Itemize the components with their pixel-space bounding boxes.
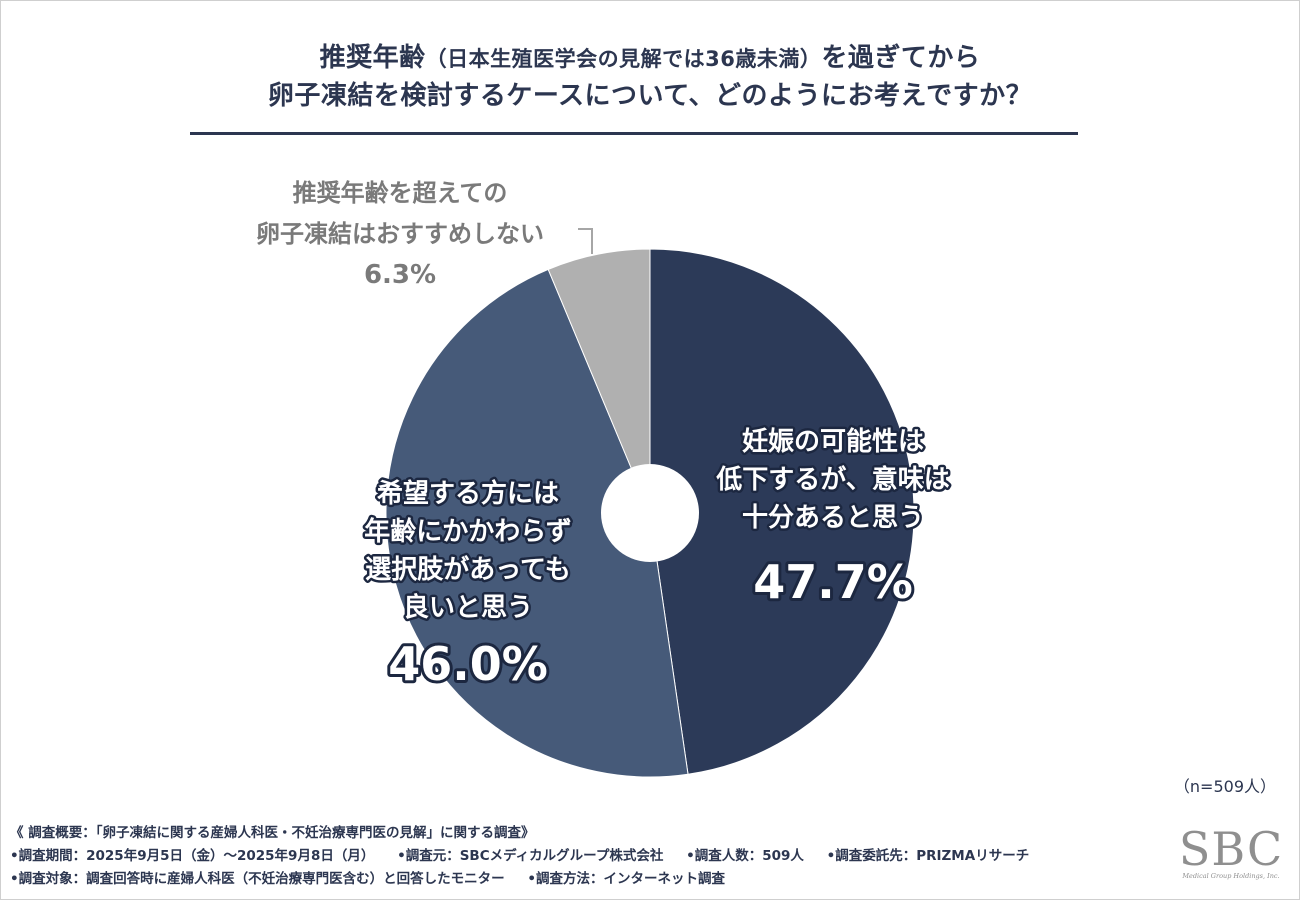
title-underline — [190, 132, 1078, 135]
slice-possible-meaningful — [649, 248, 915, 775]
survey-title: 《 調査概要：「卵子凍結に関する産婦人科医・不妊治療専門医の見解」に関する調査》 — [10, 825, 535, 841]
slice-label-possible-meaningful-line-3: 十分あると思う — [742, 503, 924, 533]
slice-label-not-recommended-line-1: 推奨年齢を超えての — [293, 179, 508, 207]
slice-label-option-line-1: 希望する方には — [377, 478, 559, 509]
title-line-1: 推奨年齢（日本生殖医学会の見解では36歳未満）を過ぎてから — [120, 40, 1180, 78]
sbc-logo: SBC Medical Group Holdings, Inc. — [1178, 826, 1284, 881]
slice-label-possible-meaningful-line-1: 妊娠の可能性は — [742, 426, 924, 457]
slice-option-regardless-of-age — [385, 268, 689, 778]
slice-label-option-line-3: 選択肢があっても — [365, 554, 570, 585]
chart-title: 推奨年齢（日本生殖医学会の見解では36歳未満）を過ぎてから 卵子凍結を検討するケ… — [120, 40, 1180, 115]
slice-not-recommended — [547, 248, 651, 514]
logo-subtitle: Medical Group Holdings, Inc. — [1182, 872, 1280, 880]
slice-label-option-line-2: 年齢にかかわらず — [364, 516, 571, 547]
survey-count: •調査人数：509人 — [686, 848, 804, 864]
survey-method: •調査方法：インターネット調査 — [527, 871, 725, 887]
slice-label-option-line-4: 良いと思う — [403, 592, 533, 623]
title-line-2: 卵子凍結を検討するケースについて、どのようにお考えですか？ — [267, 81, 1033, 111]
survey-source: •調査元：SBCメディカルグループ株式会社 — [397, 848, 664, 864]
slice-value-option: 46.0% — [388, 637, 548, 691]
leader-line — [578, 228, 593, 254]
slice-label-possible-meaningful-line-2: 低下するが、意味は — [715, 464, 949, 495]
sample-size: （n=509人） — [1173, 777, 1276, 796]
survey-footer: 《 調査概要：「卵子凍結に関する産婦人科医・不妊治療専門医の見解」に関する調査》… — [10, 822, 1047, 891]
slice-value-possible-meaningful: 47.7% — [753, 555, 913, 609]
survey-period: •調査期間：2025年9月5日（金）～2025年9月8日（月） — [10, 848, 375, 864]
survey-details-row-2: •調査対象：調査回答時に産婦人科医（不妊治療専門医含む）と回答したモニター •調… — [10, 868, 1047, 891]
donut-hole — [601, 464, 699, 562]
title-paren: （日本生殖医学会の見解では36歳未満） — [425, 47, 822, 71]
survey-target: •調査対象：調査回答時に産婦人科医（不妊治療専門医含む）と回答したモニター — [10, 871, 505, 887]
slice-label-not-recommended-line-2: 卵子凍結はおすすめしない — [256, 220, 544, 248]
survey-contractor: •調査委託先：PRIZMAリサーチ — [826, 848, 1030, 864]
logo-wordmark: SBC — [1178, 822, 1284, 876]
title-part-a: 推奨年齢 — [319, 43, 426, 73]
slice-value-not-recommended: 6.3% — [364, 260, 436, 290]
survey-details-row-1: •調査期間：2025年9月5日（金）～2025年9月8日（月） •調査元：SBC… — [10, 845, 1047, 868]
title-part-b: を過ぎてから — [821, 43, 981, 73]
